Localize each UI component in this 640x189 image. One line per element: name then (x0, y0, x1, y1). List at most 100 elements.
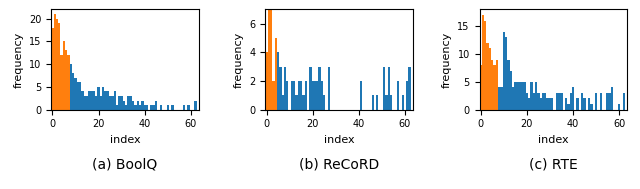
Bar (293, 81, 295, 110)
Bar (401, 95, 404, 110)
Bar (266, 52, 268, 110)
Bar (275, 38, 277, 110)
Bar (486, 43, 489, 110)
Bar (323, 95, 325, 110)
Bar (590, 104, 593, 110)
Bar (70, 64, 72, 110)
Bar (516, 82, 519, 110)
Bar (65, 50, 67, 110)
Bar (132, 101, 134, 110)
Bar (519, 82, 521, 110)
Bar (56, 19, 58, 110)
Text: (a) BoolQ: (a) BoolQ (92, 158, 157, 172)
Bar (188, 105, 189, 110)
Bar (150, 105, 153, 110)
Bar (295, 95, 298, 110)
Bar (623, 93, 625, 110)
Bar (272, 81, 275, 110)
Bar (116, 105, 118, 110)
Bar (300, 81, 302, 110)
Bar (482, 15, 484, 110)
Bar (567, 104, 570, 110)
Bar (95, 96, 97, 110)
Bar (542, 93, 544, 110)
Bar (406, 81, 408, 110)
Bar (493, 65, 495, 110)
Bar (607, 93, 609, 110)
X-axis label: index: index (538, 135, 569, 145)
Bar (143, 105, 146, 110)
Bar (282, 95, 284, 110)
Bar (388, 67, 390, 110)
Bar (514, 82, 516, 110)
Bar (111, 96, 113, 110)
Y-axis label: frequency: frequency (442, 31, 452, 88)
Bar (97, 87, 100, 110)
Bar (284, 67, 286, 110)
Bar (72, 73, 74, 110)
Bar (390, 95, 392, 110)
Bar (54, 14, 56, 110)
Bar (502, 32, 505, 110)
Bar (397, 81, 399, 110)
Bar (509, 71, 512, 110)
Bar (500, 87, 502, 110)
Bar (166, 105, 169, 110)
Bar (556, 93, 558, 110)
Bar (302, 95, 305, 110)
Bar (172, 105, 173, 110)
Bar (498, 87, 500, 110)
Bar (528, 98, 531, 110)
Bar (489, 48, 491, 110)
Bar (618, 104, 620, 110)
Bar (305, 81, 307, 110)
Bar (77, 82, 79, 110)
Bar (130, 96, 132, 110)
Bar (74, 78, 77, 110)
Bar (109, 96, 111, 110)
Bar (328, 67, 330, 110)
Bar (141, 101, 143, 110)
Y-axis label: frequency: frequency (234, 31, 244, 88)
Bar (611, 87, 613, 110)
Bar (113, 91, 116, 110)
Bar (90, 91, 93, 110)
X-axis label: index: index (324, 135, 355, 145)
Bar (321, 81, 323, 110)
Bar (270, 9, 272, 110)
Bar (570, 93, 572, 110)
Bar (507, 60, 509, 110)
Bar (146, 105, 148, 110)
Bar (505, 37, 507, 110)
Bar (383, 67, 385, 110)
Bar (588, 98, 590, 110)
Bar (286, 81, 289, 110)
Bar (134, 105, 136, 110)
Bar (376, 95, 378, 110)
Text: (c) RTE: (c) RTE (529, 158, 578, 172)
Bar (125, 105, 127, 110)
Bar (484, 21, 486, 110)
Bar (371, 95, 374, 110)
Bar (581, 93, 583, 110)
Bar (547, 98, 548, 110)
Bar (537, 93, 540, 110)
Bar (583, 98, 586, 110)
Y-axis label: frequency: frequency (13, 31, 24, 88)
Bar (314, 81, 316, 110)
Bar (60, 55, 63, 110)
Bar (385, 95, 388, 110)
Bar (93, 91, 95, 110)
Bar (153, 105, 155, 110)
Bar (79, 82, 81, 110)
Bar (81, 91, 83, 110)
Bar (104, 91, 107, 110)
Bar (540, 98, 542, 110)
Bar (609, 93, 611, 110)
Bar (360, 81, 362, 110)
Bar (312, 81, 314, 110)
Bar (102, 87, 104, 110)
Bar (551, 98, 554, 110)
Bar (408, 67, 411, 110)
Bar (67, 55, 70, 110)
